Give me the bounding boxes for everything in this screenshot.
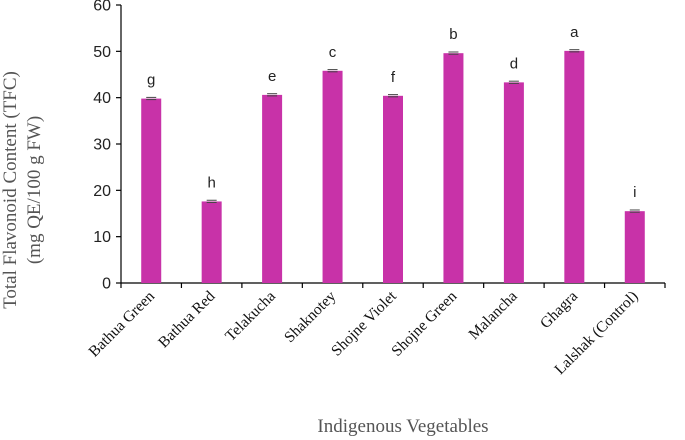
y-tick-label: 40 xyxy=(93,90,111,107)
significance-letter: a xyxy=(570,24,579,41)
x-category-label: Telakucha xyxy=(222,288,279,345)
significance-labels: g h e c f b d a i xyxy=(147,24,636,201)
significance-letter: i xyxy=(633,184,636,201)
significance-letter: b xyxy=(449,26,457,43)
y-tick-label: 50 xyxy=(93,44,111,61)
y-tick-label: 60 xyxy=(93,0,111,15)
bar xyxy=(564,50,585,284)
significance-letter: d xyxy=(510,55,518,72)
x-category-label: Ghagra xyxy=(537,288,581,332)
y-tick-label: 20 xyxy=(93,183,111,200)
y-axis-title-line-1: Total Flavonoid Content (TFC) xyxy=(0,71,21,309)
bar xyxy=(443,53,464,283)
bar xyxy=(322,70,343,283)
bar xyxy=(624,211,645,283)
y-tick-labels: 0 10 20 30 40 50 60 xyxy=(93,0,111,293)
x-category-label: Shojne Green xyxy=(388,288,460,360)
significance-letter: h xyxy=(207,174,215,191)
y-tick-label: 30 xyxy=(93,137,111,154)
bars xyxy=(141,49,645,284)
significance-letter: e xyxy=(268,68,276,85)
bar xyxy=(141,98,162,284)
significance-letter: f xyxy=(391,69,396,86)
significance-letter: c xyxy=(329,44,337,61)
y-tick-label: 10 xyxy=(93,229,111,246)
y-axis-title: Total Flavonoid Content (TFC) (mg QE/100… xyxy=(0,71,45,309)
bar xyxy=(503,82,524,283)
x-category-label: Malancha xyxy=(465,288,520,343)
y-axis-title-line-2: (mg QE/100 g FW) xyxy=(24,116,45,264)
x-category-label: Bathua Red xyxy=(155,288,219,352)
bar xyxy=(383,95,403,284)
bar xyxy=(201,201,222,283)
bar xyxy=(262,94,283,284)
x-category-label: Shaknotey xyxy=(281,288,339,346)
y-tick-label: 0 xyxy=(102,276,111,293)
significance-letter: g xyxy=(147,72,155,89)
x-axis-title: Indigenous Vegetables xyxy=(317,416,488,437)
x-category-label: Bathua Green xyxy=(85,288,158,361)
